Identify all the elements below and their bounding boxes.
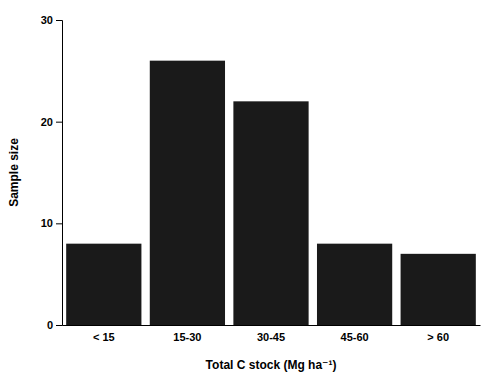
x-tick-label: 30-45 <box>257 331 285 343</box>
x-tick: 45-60 <box>341 331 369 343</box>
bar <box>150 61 225 325</box>
x-tick: < 15 <box>93 331 115 343</box>
plot: < 15 15-30 30-45 45-60 > 60 0 10 20 30 <box>41 14 481 343</box>
y-tick-mark <box>56 20 62 21</box>
x-tick-label: 45-60 <box>341 331 369 343</box>
x-tick-label: < 15 <box>93 331 115 343</box>
y-tick-label: 20 <box>41 116 53 128</box>
y-tick: 20 <box>41 116 62 128</box>
chart: < 15 15-30 30-45 45-60 > 60 0 10 20 30 Total C st… <box>0 0 500 381</box>
y-tick: 30 <box>41 14 62 26</box>
bar <box>233 101 308 325</box>
y-tick-mark <box>56 122 62 123</box>
bars <box>66 61 476 325</box>
x-tick: 30-45 <box>257 331 285 343</box>
y-tick: 0 <box>47 319 62 331</box>
y-tick-mark <box>56 325 62 326</box>
y-tick-mark <box>56 223 62 224</box>
y-tick-label: 0 <box>47 319 53 331</box>
bar <box>401 254 476 325</box>
bar <box>66 244 141 325</box>
x-axis: < 15 15-30 30-45 45-60 > 60 <box>63 326 481 343</box>
x-tick: > 60 <box>427 331 449 343</box>
x-tick-label: 15-30 <box>173 331 201 343</box>
y-tick: 10 <box>41 217 62 229</box>
y-tick-label: 30 <box>41 14 53 26</box>
y-axis: 0 10 20 30 <box>41 14 63 331</box>
y-axis-line <box>56 21 63 326</box>
x-tick: 15-30 <box>173 331 201 343</box>
x-tick-label: > 60 <box>427 331 449 343</box>
x-axis-line <box>63 325 481 326</box>
bar <box>317 244 392 325</box>
y-tick-label: 10 <box>41 217 53 229</box>
x-axis-title: Total C stock (Mg ha⁻¹) <box>206 358 337 372</box>
y-axis-title: Sample size <box>7 138 21 207</box>
